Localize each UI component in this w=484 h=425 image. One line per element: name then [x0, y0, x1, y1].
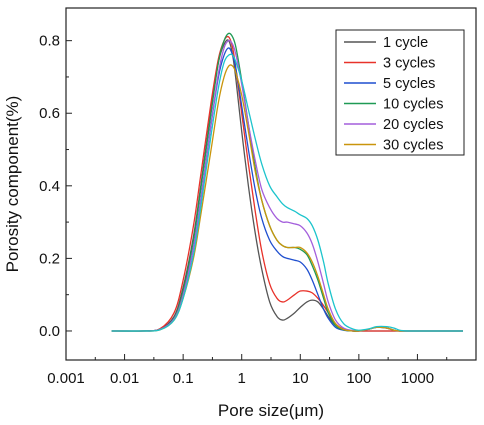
- x-tick-label: 1: [238, 370, 246, 387]
- y-tick-label: 0.2: [39, 250, 60, 267]
- legend-label-5: 30 cycles: [383, 138, 443, 154]
- series-layer: [111, 32, 464, 332]
- x-tick-label: 0.1: [173, 370, 194, 387]
- series-line-unlabeled-6: [111, 53, 464, 332]
- y-axis-title: Porosity component(%): [3, 96, 22, 273]
- legend-box: [335, 29, 465, 156]
- x-tick-label: 0.01: [110, 370, 139, 387]
- x-tick-label: 1000: [401, 370, 434, 387]
- series-line-3-cycles-1: [111, 35, 464, 332]
- y-tick-label: 0.4: [39, 178, 60, 195]
- y-tick-label: 0.8: [39, 33, 60, 50]
- legend: 1 cycle 3 cycles 5 cycles 10 cycles 20 cycle…: [335, 29, 465, 156]
- legend-label-3: 10 cycles: [383, 97, 443, 113]
- x-tick-label: 0.001: [47, 370, 85, 387]
- y-tick-label: 0.6: [39, 105, 60, 122]
- x-axis-title: Pore size(μm): [218, 401, 324, 420]
- x-tick-label: 100: [346, 370, 371, 387]
- legend-label-4: 20 cycles: [383, 117, 443, 133]
- legend-label-0: 1 cycle: [383, 35, 428, 51]
- y-tick-label: 0.0: [39, 323, 60, 340]
- legend-label-2: 5 cycles: [383, 76, 435, 92]
- legend-label-1: 3 cycles: [383, 56, 435, 72]
- x-tick-label: 10: [292, 370, 309, 387]
- ticks-layer: 0.001 0.01 0.1 1 10 100 1000 0.0 0.2 0.4 0.6 0.8: [39, 33, 448, 387]
